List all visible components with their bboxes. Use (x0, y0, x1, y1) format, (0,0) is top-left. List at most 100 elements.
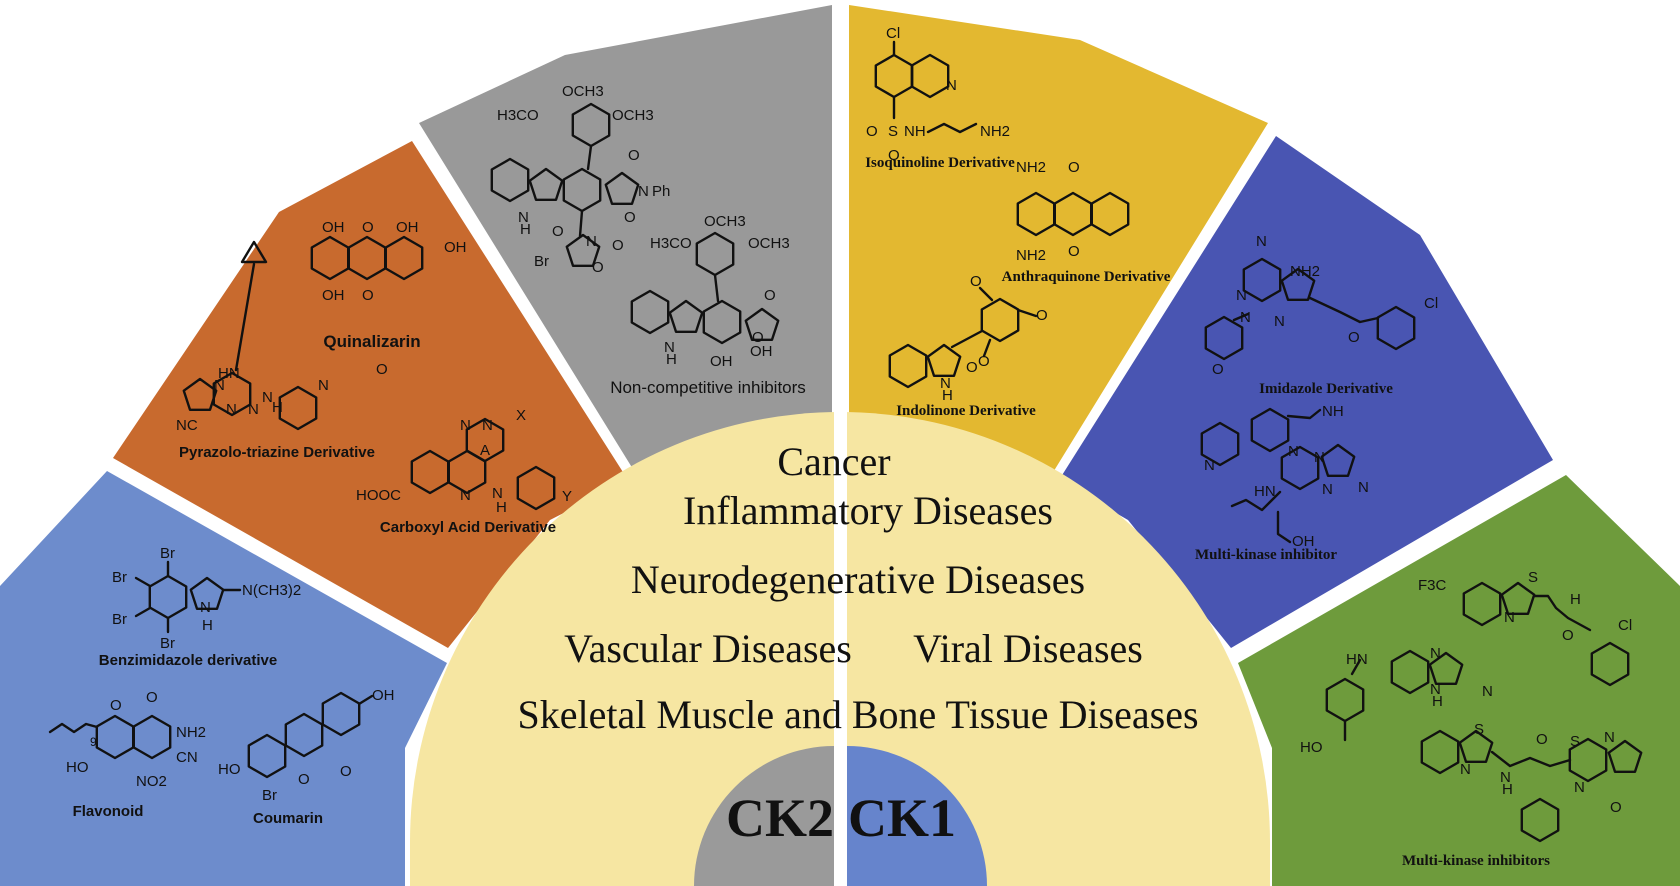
svg-text:O: O (1212, 361, 1224, 378)
svg-text:Br: Br (160, 545, 175, 562)
svg-text:O: O (970, 273, 982, 290)
svg-text:H3CO: H3CO (497, 107, 539, 124)
svg-text:OH: OH (1292, 533, 1315, 550)
svg-text:N: N (940, 375, 951, 392)
sector-ck1-yellow (849, 5, 1268, 474)
ck1-yellow-content: Cl N O S NH NH2 O Isoquinoline Derivativ… (865, 25, 1171, 419)
svg-text:OH: OH (322, 287, 345, 304)
outer-sectors (0, 5, 1680, 886)
svg-text:N: N (1358, 479, 1369, 496)
svg-text:OCH3: OCH3 (612, 107, 654, 124)
svg-text:O: O (376, 361, 388, 378)
coumarin-atoms: OH HO O O Br (218, 687, 395, 804)
svg-text:N: N (482, 417, 493, 434)
svg-text:Cl: Cl (1424, 295, 1438, 312)
svg-text:A: A (480, 442, 490, 459)
svg-text:N: N (1504, 609, 1515, 626)
svg-text:NC: NC (176, 417, 198, 434)
benzimidazole-atoms: Br Br Br Br N(CH3)2 N H (112, 545, 301, 652)
ck2-gray-content: OCH3 H3CO OCH3 O N Ph N H O O N O Br O O… (490, 83, 806, 397)
benzimidazole-structure (134, 560, 242, 634)
svg-text:NH2: NH2 (1016, 247, 1046, 264)
hub-ck2-label: CK2 (726, 788, 834, 848)
svg-text:N: N (664, 339, 675, 356)
imidazole-atoms: N NH2 N N N O Cl O (1212, 233, 1438, 378)
svg-text:O: O (146, 689, 158, 706)
svg-text:N: N (248, 401, 259, 418)
svg-text:O: O (764, 287, 776, 304)
ck2-blue-content: Br Br Br Br N(CH3)2 N H Benzimidazole de… (48, 545, 395, 827)
svg-text:Ph: Ph (652, 183, 670, 200)
svg-text:F3C: F3C (1418, 577, 1447, 594)
multikinase-atoms-green: F3C S N H O Cl HN N N H N HO S N N H O S… (1300, 569, 1632, 816)
svg-text:O: O (1348, 329, 1360, 346)
pyrazolotriazine-atoms: HN N N N N H N O NC (176, 361, 388, 434)
svg-text:N: N (1500, 769, 1511, 786)
imidazole-structure (1204, 257, 1416, 361)
svg-text:Br: Br (160, 635, 175, 652)
svg-text:H: H (1502, 781, 1513, 798)
svg-text:O: O (978, 353, 990, 370)
svg-text:O: O (362, 219, 374, 236)
svg-text:H: H (942, 387, 953, 404)
svg-text:N: N (1314, 449, 1325, 466)
svg-text:OH: OH (710, 353, 733, 370)
sector-ck1-green (1238, 475, 1680, 886)
noncompetitive-structure-2 (630, 231, 780, 345)
disease-inflammatory: Inflammatory Diseases (683, 488, 1053, 533)
quinalizarin-atoms: OH O OH OH OH O (322, 219, 467, 304)
sector-ck1-blue (1059, 136, 1553, 648)
disease-neurodegenerative: Neurodegenerative Diseases (631, 557, 1085, 602)
svg-text:N: N (492, 485, 503, 502)
svg-text:O: O (1610, 799, 1622, 816)
svg-text:N: N (1256, 233, 1267, 250)
noncompetitive-atoms-1: OCH3 H3CO OCH3 O N Ph N H O O N O Br O (497, 83, 670, 276)
svg-text:S: S (1528, 569, 1538, 586)
svg-text:N: N (946, 77, 957, 94)
svg-text:HO: HO (218, 761, 241, 778)
flavonoid-structure (48, 714, 172, 760)
svg-text:O: O (628, 147, 640, 164)
label-multikinase-inhibitor: Multi-kinase inhibitor (1195, 547, 1337, 563)
svg-text:N: N (1604, 729, 1615, 746)
svg-text:CN: CN (176, 749, 198, 766)
svg-text:H: H (496, 499, 507, 516)
svg-text:S: S (1570, 733, 1580, 750)
svg-text:HN: HN (1254, 483, 1276, 500)
svg-text:HOOC: HOOC (356, 487, 401, 504)
flavonoid-atoms: O O NH2 CN HO NO2 9 (66, 689, 206, 790)
anthraquinone-atoms: NH2 O NH2 O (1016, 159, 1080, 264)
svg-text:N: N (214, 377, 225, 394)
label-anthraquinone: Anthraquinone Derivative (1002, 269, 1171, 285)
svg-text:N: N (262, 389, 273, 406)
svg-text:H: H (1432, 693, 1443, 710)
svg-text:N: N (318, 377, 329, 394)
disease-list: Cancer Inflammatory Diseases Neurodegene… (517, 439, 1198, 737)
sector-ck2-blue (0, 471, 447, 886)
svg-text:NH2: NH2 (980, 123, 1010, 140)
ck1-green-content: F3C S N H O Cl HN N N H N HO S N N H O S… (1300, 569, 1643, 869)
svg-text:N: N (1430, 645, 1441, 662)
svg-text:N: N (200, 599, 211, 616)
svg-text:N: N (1240, 309, 1251, 326)
svg-text:N: N (460, 417, 471, 434)
label-indolinone: Indolinone Derivative (896, 403, 1036, 419)
center-divider (834, 0, 847, 886)
svg-text:NH2: NH2 (1016, 159, 1046, 176)
svg-text:OCH3: OCH3 (704, 213, 746, 230)
svg-text:N: N (1288, 443, 1299, 460)
label-pyrazolotriazine: Pyrazolo-triazine Derivative (179, 444, 375, 461)
svg-text:9: 9 (90, 735, 97, 749)
svg-text:HN: HN (218, 365, 240, 382)
svg-text:NH: NH (1322, 403, 1344, 420)
carboxyl-acid-atoms: N N X A HOOC N N H Y (356, 407, 572, 516)
svg-text:OH: OH (372, 687, 395, 704)
label-coumarin: Coumarin (253, 810, 323, 827)
noncompetitive-structure-1 (490, 102, 640, 267)
svg-text:NO2: NO2 (136, 773, 167, 790)
svg-text:O: O (888, 147, 900, 164)
svg-text:O: O (340, 763, 352, 780)
svg-text:O: O (1562, 627, 1574, 644)
svg-text:Br: Br (112, 569, 127, 586)
svg-text:O: O (362, 287, 374, 304)
